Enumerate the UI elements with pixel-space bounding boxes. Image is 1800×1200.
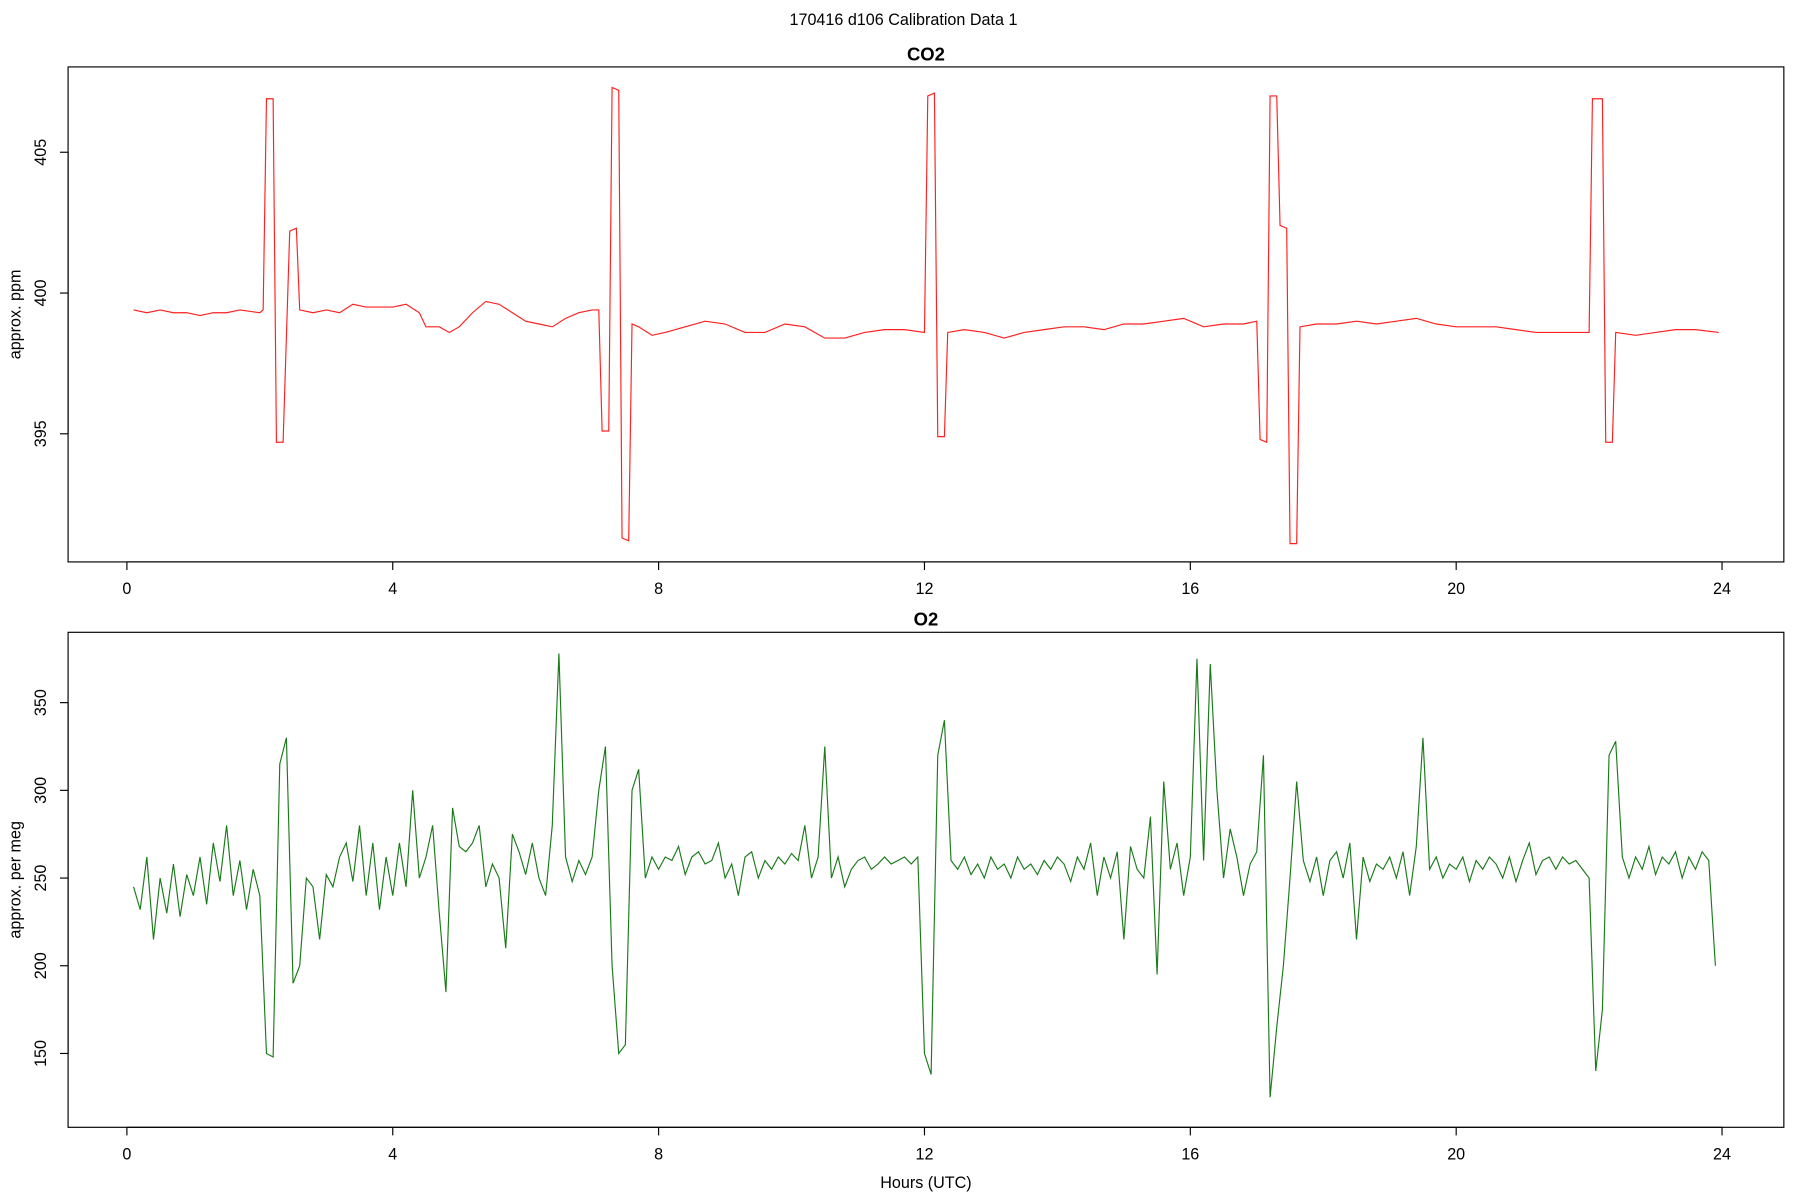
x-tick-label: 24 [1713,580,1731,598]
plot-frame [67,66,1785,563]
x-tick-label: 12 [915,580,933,598]
data-line [132,653,1716,1098]
chart-title: CO2 [907,43,945,64]
y-tick-label: 400 [32,280,50,307]
x-tick-label: 4 [388,1145,397,1163]
page-title: 170416 d106 Calibration Data 1 [789,11,1017,29]
y-tick-label: 300 [32,777,50,804]
y-tick-label: 350 [32,689,50,716]
x-tick-label: 16 [1181,580,1199,598]
y-tick-label: 250 [32,865,50,892]
x-tick-label: 8 [654,1145,663,1163]
x-tick-label: 12 [915,1145,933,1163]
x-tick-label: 0 [122,580,131,598]
x-tick-label: 20 [1447,580,1465,598]
y-tick-label: 200 [32,952,50,979]
y-tick-label: 405 [32,139,50,166]
x-axis-label: Hours (UTC) [880,1174,971,1192]
data-line [133,86,1719,545]
y-axis-label: approx. per meg [6,821,24,939]
x-tick-label: 0 [122,1145,131,1163]
x-tick-label: 16 [1181,1145,1199,1163]
x-tick-label: 24 [1713,1145,1731,1163]
x-tick-label: 4 [388,580,397,598]
y-tick-label: 395 [32,420,50,447]
y-tick-label: 150 [32,1040,50,1067]
x-tick-label: 20 [1447,1145,1465,1163]
x-tick-label: 8 [654,580,663,598]
chart-title: O2 [914,609,939,630]
y-axis-label: approx. ppm [6,270,24,360]
